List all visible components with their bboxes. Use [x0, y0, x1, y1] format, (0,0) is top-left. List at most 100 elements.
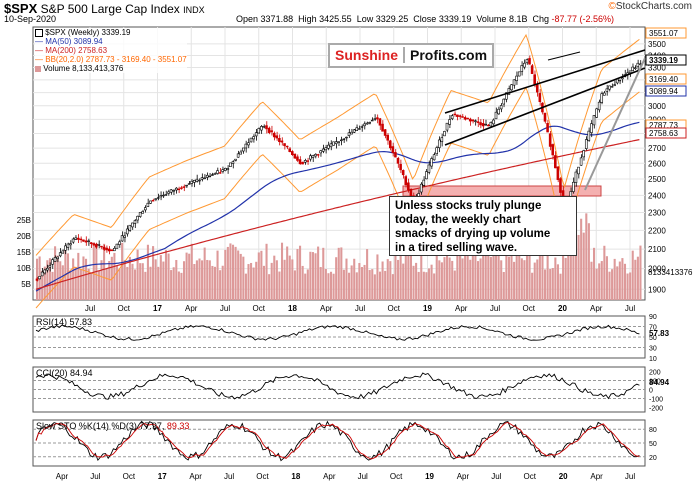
volume-bar	[394, 250, 397, 300]
volume-bar	[329, 271, 333, 300]
volume-bar	[489, 256, 492, 300]
candle-body	[394, 152, 397, 158]
time-tick-label: Jul	[490, 304, 500, 313]
volume-bar	[319, 267, 322, 300]
value-marker-box	[645, 127, 687, 139]
volume-bar	[250, 262, 253, 300]
candle-body	[378, 118, 382, 126]
candle-body	[373, 118, 377, 120]
candle-body	[631, 66, 634, 72]
exchange-label: INDX	[183, 5, 205, 15]
candle-body	[257, 128, 261, 134]
bottom-time-tick-label: 17	[158, 472, 167, 481]
volume-bar	[100, 260, 103, 300]
volume-bar	[247, 264, 250, 300]
time-tick-label: Oct	[118, 304, 131, 313]
candle-body	[115, 243, 119, 249]
volume-bar	[616, 266, 619, 300]
volume-bar	[61, 265, 64, 300]
volume-bar	[144, 271, 147, 300]
volume-bar	[198, 258, 201, 300]
candle-body	[244, 143, 248, 149]
candle-body	[35, 278, 39, 281]
price-tick-label: 2700	[648, 144, 666, 153]
candle-body	[427, 164, 431, 173]
rsi-current-label: 57.83	[649, 329, 670, 338]
volume-bar	[430, 264, 433, 300]
candle-body	[577, 166, 580, 175]
change-value: -87.77 (-2.56%)	[551, 14, 615, 24]
candle-body	[613, 84, 616, 86]
candle-body	[432, 154, 436, 161]
bottom-time-tick-label: Apr	[590, 472, 603, 481]
volume-bar	[293, 270, 296, 300]
volume-bar	[407, 251, 410, 300]
volume-bar	[299, 245, 302, 300]
bottom-time-tick-label: Apr	[56, 472, 69, 481]
bottom-time-tick-label: Apr	[323, 472, 336, 481]
bottom-time-tick-label: Jul	[491, 472, 501, 481]
volume-bar	[229, 243, 232, 300]
volume-bar	[446, 245, 449, 300]
volume-bar	[371, 269, 374, 300]
candle-body	[610, 86, 614, 88]
candle-body	[100, 245, 103, 248]
candle-body	[293, 153, 297, 159]
volume-bar	[97, 270, 100, 300]
bottom-time-tick-label: Apr	[457, 472, 470, 481]
ma50-line	[35, 121, 640, 292]
annotation-line-3: smacks of drying up volume	[395, 228, 551, 240]
volume-bar	[162, 261, 165, 300]
volume-bar	[87, 268, 90, 300]
volume-bar	[464, 245, 467, 300]
volume-bar	[139, 263, 142, 300]
volume-bar	[378, 271, 382, 300]
volume-bar	[74, 266, 77, 300]
candle-body	[603, 92, 606, 96]
candle-body	[471, 119, 475, 122]
volume-bar	[427, 268, 431, 300]
volume-bar	[206, 259, 209, 300]
volume-bar	[324, 269, 327, 300]
candle-body	[239, 151, 242, 155]
candle-body	[262, 125, 266, 128]
candle-body	[360, 126, 364, 128]
price-tick-label: 2000	[648, 265, 666, 274]
volume-bar	[317, 246, 320, 300]
legend-spx: $SPX (Weekly) 3339.19	[35, 28, 187, 37]
candle-body	[221, 169, 224, 172]
volume-bar	[495, 254, 498, 300]
rsi-tick-label: 10	[649, 356, 657, 363]
time-tick-label: Apr	[185, 304, 198, 313]
candle-body	[270, 130, 273, 133]
cci-tick-label: -200	[649, 406, 663, 413]
volume-tick-label: 25B	[17, 216, 31, 225]
volume-bar	[451, 260, 454, 300]
volume-bar	[327, 273, 330, 300]
volume-bar	[273, 255, 276, 300]
candle-body	[195, 178, 199, 182]
rsi-label: RSI(14) 57.83	[36, 317, 93, 327]
candle-body	[53, 257, 57, 262]
candle-body	[425, 171, 428, 180]
candle-body	[154, 198, 157, 200]
stockcharts-brand[interactable]: ©StockCharts.com	[608, 1, 692, 12]
volume-bar	[502, 271, 505, 300]
volume-bar	[270, 262, 273, 300]
volume-bar	[572, 236, 575, 300]
rsi-tick-label: 50	[649, 335, 657, 342]
candle-body	[554, 155, 557, 169]
candle-body	[74, 237, 77, 240]
volume-bar	[582, 232, 585, 300]
volume-bar	[500, 260, 503, 300]
candle-body	[396, 157, 400, 164]
candle-body	[223, 167, 227, 171]
volume-bar	[523, 260, 526, 300]
volume-bar	[608, 271, 611, 300]
candle-body	[525, 59, 529, 64]
volume-bar	[404, 244, 407, 300]
candle-body	[146, 202, 150, 207]
candle-body	[167, 191, 170, 194]
volume-bar	[69, 271, 72, 300]
